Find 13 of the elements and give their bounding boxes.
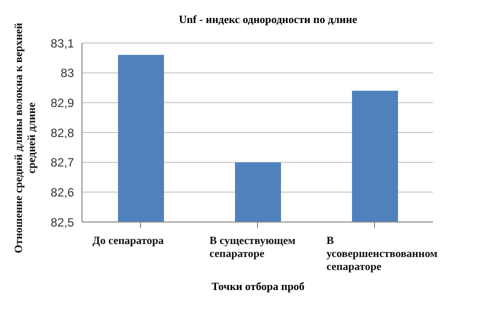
- x-tick-label: До сепаратора: [92, 235, 164, 247]
- x-axis-title: Точки отбора проб: [210, 281, 306, 293]
- y-tick-label: 82,6: [50, 185, 74, 200]
- y-tick-label: 83,1: [50, 36, 74, 50]
- x-tick-label: В усовершенствованном сепараторе: [326, 235, 438, 273]
- y-axis-title: Отношение средней длины волокна к верхней средней длине: [13, 22, 38, 254]
- y-tick-label: 82,8: [50, 126, 74, 140]
- y-tick-label: 82,5: [50, 215, 74, 230]
- y-tick-label: 82,9: [50, 96, 74, 110]
- y-tick-label: 83: [60, 66, 74, 80]
- chart-title: Unf - индекс однородности по длине: [178, 14, 358, 26]
- y-tick-label: 82,7: [50, 156, 74, 170]
- x-tick-label: В существующем сепараторе: [210, 235, 296, 260]
